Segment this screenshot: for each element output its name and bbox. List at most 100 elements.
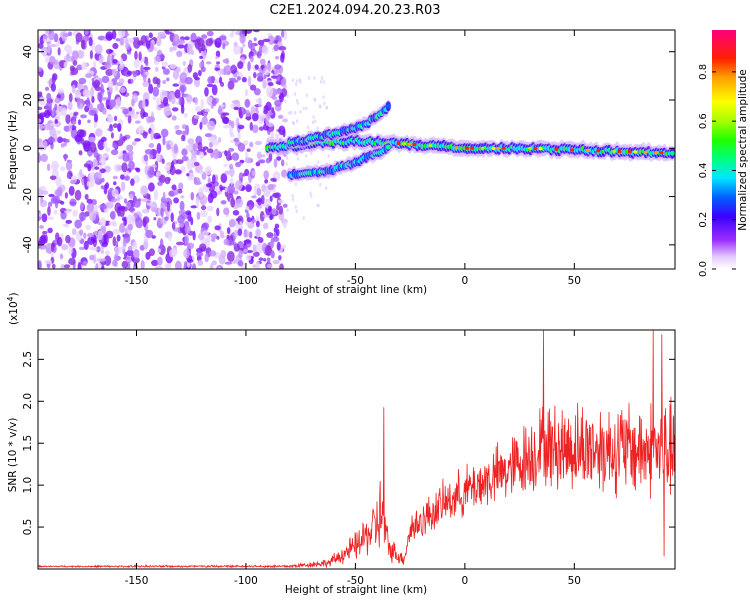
noise-blob [116,196,121,202]
noise-blob [280,53,285,63]
noise-blob [121,260,129,269]
noise-blob [270,250,275,259]
noise-blob [211,98,217,107]
noise-blob [118,30,126,38]
noise-blob [177,44,186,49]
y-tick-label: 1.0 [22,477,34,494]
noise-blob [161,61,169,68]
noise-blob [95,128,103,137]
noise-blob [320,76,324,80]
noise-blob [293,92,297,96]
noise-blob [184,76,193,85]
noise-blob [131,141,137,146]
noise-blob [122,108,129,115]
noise-blob [131,70,139,75]
noise-blob [39,225,44,230]
noise-blob [135,111,140,115]
y-tick-label: 2.5 [22,351,34,368]
noise-blob [230,177,234,186]
noise-blob [243,108,247,115]
noise-blob [128,106,133,112]
noise-blob [86,203,94,213]
noise-blob [115,84,119,92]
noise-blob [151,235,156,239]
noise-blob [269,195,273,202]
trace-peak [533,146,538,151]
noise-blob [244,205,250,211]
noise-blob [157,256,163,266]
noise-blob [101,241,108,248]
noise-blob [117,123,122,132]
noise-blob [250,55,254,63]
noise-blob [153,189,159,201]
noise-blob [256,187,262,196]
noise-blob [309,191,312,195]
noise-blob [76,82,82,90]
noise-blob [113,115,118,122]
x-tick-label: 50 [568,575,581,587]
noise-blob [121,162,128,173]
noise-blob [181,134,186,142]
noise-blob [265,101,272,111]
noise-blob [162,80,167,85]
noise-blob [67,31,73,37]
noise-blob [39,212,43,218]
noise-blob [145,60,149,67]
noise-blob [119,174,125,180]
noise-blob [68,123,73,133]
noise-blob [93,247,98,252]
noise-blob [99,217,106,227]
noise-blob [122,238,127,247]
noise-blob [95,263,99,269]
noise-blob [49,175,57,180]
noise-blob [142,81,149,87]
noise-blob [155,152,161,162]
noise-blob [152,86,160,98]
y-tick-label: -20 [22,188,34,205]
noise-blob [288,111,291,115]
noise-blob [243,230,250,238]
noise-blob [123,218,128,226]
noise-blob [175,241,184,246]
trace-peak [454,146,459,150]
noise-blob [94,86,102,92]
noise-blob [186,43,193,55]
noise-blob [113,181,117,186]
x-tick-label: -150 [125,575,149,587]
noise-blob [108,49,114,53]
noise-blob [256,204,263,209]
noise-blob [206,61,212,65]
noise-blob [127,115,132,124]
noise-blob [206,233,211,243]
noise-blob [65,219,73,224]
x-tick-label: -150 [125,275,149,287]
noise-blob [161,158,165,165]
noise-blob [246,249,254,253]
noise-blob [80,201,84,211]
noise-blob [168,233,172,242]
noise-blob [263,170,270,180]
noise-blob [217,190,222,195]
noise-blob [245,116,252,120]
noise-blob [127,245,133,251]
noise-blob [100,136,107,142]
noise-blob [118,156,123,160]
noise-blob [135,168,141,173]
noise-blob [247,39,253,49]
noise-blob [278,125,286,136]
noise-blob [251,219,256,223]
trace-peak [627,150,632,154]
noise-blob [270,131,274,140]
noise-blob [237,61,244,70]
noise-blob [161,66,166,70]
noise-blob [311,120,315,125]
noise-blob [162,191,166,203]
noise-blob [49,43,57,48]
noise-blob [237,228,243,237]
noise-blob [125,201,132,209]
noise-blob [155,78,161,85]
x-tick-label: 50 [568,275,581,287]
noise-blob [149,154,154,160]
noise-blob [42,230,48,235]
trace-peak [491,146,496,150]
